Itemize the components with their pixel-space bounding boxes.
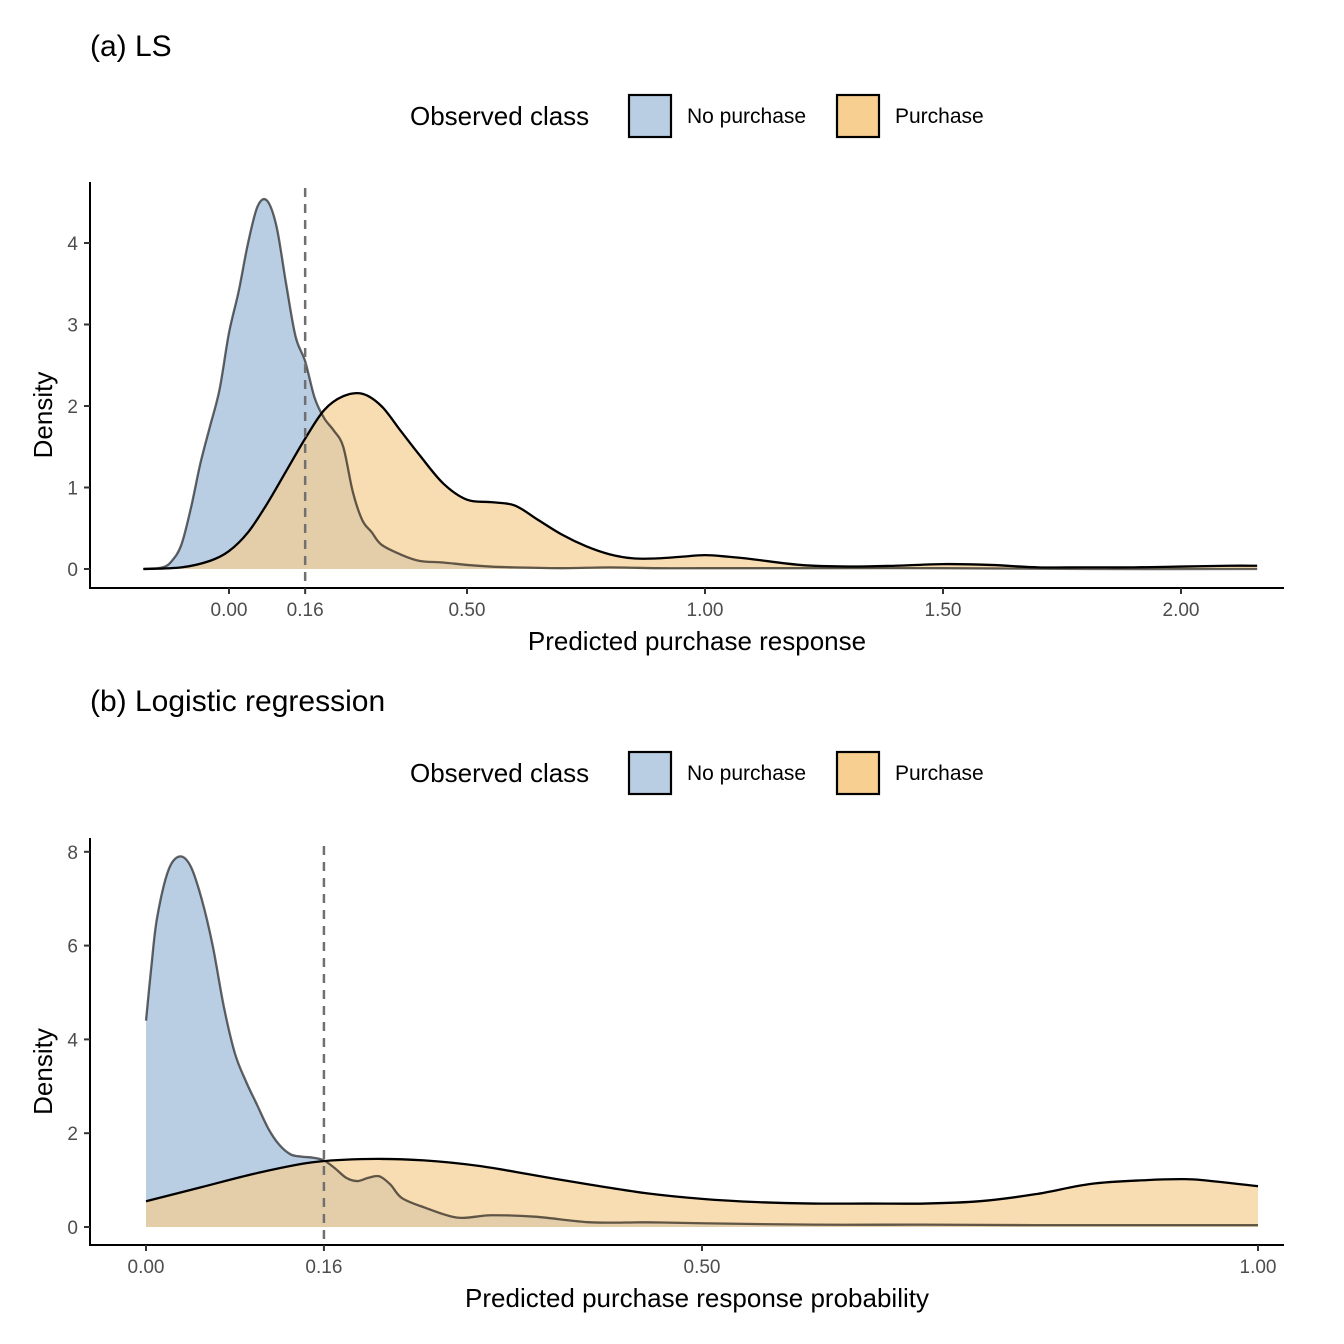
y-tick-label: 4 xyxy=(67,234,78,255)
x-tick-label: 1.00 xyxy=(687,600,724,621)
x-axis-title: Predicted purchase response probability xyxy=(465,1283,929,1313)
y-tick-label: 8 xyxy=(67,843,78,864)
panel-title: (a) LS xyxy=(90,30,172,63)
x-tick-label: 1.50 xyxy=(925,600,962,621)
y-axis-title: Density xyxy=(28,372,58,459)
legend-label-purchase: Purchase xyxy=(895,762,984,785)
x-tick-label: 0.16 xyxy=(305,1257,342,1278)
legend-swatch-purchase xyxy=(835,93,881,139)
x-tick-label: 1.00 xyxy=(1240,1257,1277,1278)
y-tick-label: 3 xyxy=(67,316,78,337)
legend-title: Observed class xyxy=(410,101,589,131)
y-tick-label: 6 xyxy=(67,937,78,958)
x-axis-title: Predicted purchase response xyxy=(528,626,866,656)
y-tick-label: 4 xyxy=(67,1030,78,1051)
density-line-purchase xyxy=(143,391,1258,571)
density-line-no-purchase xyxy=(144,855,1258,1227)
y-tick-label: 0 xyxy=(67,1218,78,1239)
density-line-no-purchase xyxy=(143,197,1258,571)
x-tick-label: 2.00 xyxy=(1163,600,1200,621)
legend-label-no-purchase: No purchase xyxy=(687,105,806,128)
x-tick-label: 0.50 xyxy=(449,600,486,621)
panel-a: (a) LS Observed class No purchase Purchase 0… xyxy=(28,30,1284,656)
legend-label-purchase: Purchase xyxy=(895,105,984,128)
y-axis-title: Density xyxy=(28,1028,58,1115)
x-tick-label: 0.50 xyxy=(684,1257,721,1278)
y-tick-label: 1 xyxy=(67,479,78,500)
x-tick-label: 0.00 xyxy=(128,1257,165,1278)
legend-swatch-no-purchase xyxy=(627,93,673,139)
density-line-purchase xyxy=(145,1157,1259,1205)
legend: Observed class No purchase Purchase xyxy=(410,750,984,796)
x-tick-label: 0.00 xyxy=(211,600,248,621)
density-area-purchase xyxy=(146,1158,1258,1227)
legend-swatch-no-purchase xyxy=(627,750,673,796)
density-area-purchase xyxy=(143,393,1258,569)
legend: Observed class No purchase Purchase xyxy=(410,93,984,139)
legend-swatch-purchase xyxy=(835,750,881,796)
panel-title: (b) Logistic regression xyxy=(90,685,385,718)
y-tick-label: 0 xyxy=(67,560,78,581)
legend-title: Observed class xyxy=(410,758,589,788)
legend-label-no-purchase: No purchase xyxy=(687,762,806,785)
x-tick-label: 0.16 xyxy=(287,600,324,621)
panel-b: (b) Logistic regression Observed class No … xyxy=(28,685,1284,1313)
y-tick-label: 2 xyxy=(67,397,78,418)
y-tick-label: 2 xyxy=(67,1124,78,1145)
